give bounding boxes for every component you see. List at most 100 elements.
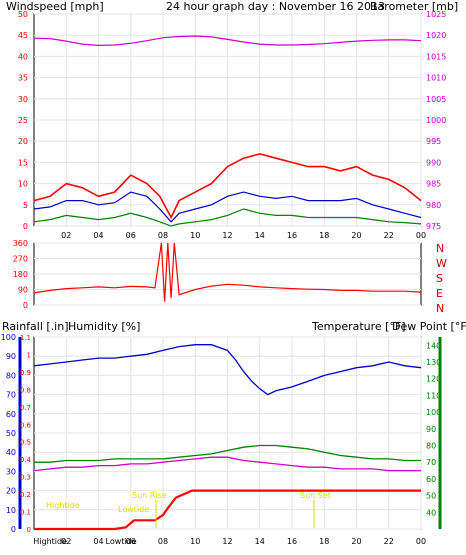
barometer-axis-label: Barometer [mb]: [370, 0, 458, 13]
barometer-tick-label: 990: [426, 158, 441, 167]
windspeed-tick-label: 25: [18, 116, 28, 125]
wind-hour-tick-label: 00: [416, 231, 426, 240]
wind-hour-tick-labels: 02 04 06 08 10 12 14 16 18 20 22 00: [61, 231, 426, 240]
climate-hour-tick-label: 16: [287, 537, 297, 546]
climate-hour-tick-label: Hightide: [33, 537, 67, 546]
humidity-tick-labels: 0 10 20 30 40 50 60 70 80 90 100: [1, 333, 16, 534]
climate-hour-tick-label: 10: [190, 537, 200, 546]
barometer-tick-label: 1000: [426, 116, 446, 125]
rain-tick-label: 1.1: [20, 334, 31, 342]
humidity-tick-label: 0: [11, 525, 16, 534]
rain-tick-label: 0.8: [20, 386, 31, 394]
barometer-tick-labels: 975 980 985 990 995 1000 1005 1010 1015 1020 1025: [426, 10, 446, 231]
climate-hour-tick-label: 12: [222, 537, 232, 546]
wind-hour-tick-label: 18: [319, 231, 329, 240]
humidity-tick-label: 90: [6, 352, 16, 361]
wind-hour-tick-label: 06: [126, 231, 136, 240]
windspeed-tick-label: 10: [18, 180, 28, 189]
humidity-tick-label: 100: [1, 333, 16, 342]
compass-label: S: [436, 272, 443, 285]
rain-tick-labels: 0 0.1 0.2 0.3 0.4 0.5 0.6 0.7 0.8 0.9 1 1.1: [20, 334, 32, 534]
rain-tick-label: 0: [27, 526, 31, 534]
windspeed-tick-label: 30: [18, 95, 28, 104]
barometer-tick-label: 1005: [426, 95, 446, 104]
wind-grid: [34, 13, 422, 227]
windspeed-tick-label: 20: [18, 137, 28, 146]
dewpoint-series-line: [33, 456, 421, 472]
temperature-tick-label: 100: [426, 408, 441, 417]
temperature-tick-label: 130: [426, 358, 441, 367]
climate-hour-tick-label: 02: [61, 537, 71, 546]
barometer-tick-label: 975: [426, 222, 441, 231]
temperature-tick-label: 60: [426, 475, 436, 484]
climate-hour-tick-label: Lowtide: [106, 537, 137, 546]
wind-hour-tick-label: 22: [384, 231, 394, 240]
rain-tick-label: 0.2: [20, 491, 31, 499]
direction-tick-label: 270: [13, 255, 28, 264]
rain-tick-label: 0.1: [20, 509, 31, 517]
humidity-series-line: [33, 344, 422, 396]
humidity-tick-label: 80: [6, 371, 16, 380]
windspeed-tick-label: 0: [23, 222, 28, 231]
windspeed-tick-label: 45: [18, 31, 28, 40]
temperature-tick-labels: 40 50 60 70 80 90 100 110 120 130 140: [426, 341, 441, 517]
wind-hour-tick-label: 04: [93, 231, 103, 240]
low-tide-annotation: Lowtide: [118, 505, 149, 514]
windspeed-tick-label: 15: [18, 158, 28, 167]
climate-grid: [34, 336, 422, 530]
barometer-tick-label: 985: [426, 180, 441, 189]
climate-hour-tick-label: 06: [126, 537, 136, 546]
rain-tick-label: 0.9: [20, 369, 31, 377]
climate-series: [33, 344, 422, 531]
humidity-tick-label: 70: [6, 391, 16, 400]
humidity-tick-label: 60: [6, 410, 16, 419]
rainfall-series-line: [34, 489, 421, 531]
wind-hour-tick-label: 08: [158, 231, 168, 240]
compass-label: W: [436, 257, 447, 270]
graph-title: 24 hour graph day : November 16 2013: [166, 0, 385, 13]
rainfall-axis-label: Rainfall [.in]: [2, 320, 69, 333]
windspeed-tick-label: 50: [18, 10, 28, 19]
rain-tick-label: 0.6: [20, 421, 32, 429]
climate-hour-tick-label: 22: [384, 537, 394, 546]
low-series-line: [33, 208, 422, 227]
compass-label: N: [436, 302, 444, 315]
wind-hour-tick-label: 16: [287, 231, 297, 240]
wind-hour-tick-label: 20: [351, 231, 361, 240]
temperature-series-line: [34, 444, 421, 463]
barometer-tick-label: 980: [426, 201, 441, 210]
rain-tick-label: 0.3: [20, 474, 31, 482]
climate-hour-tick-label: 18: [319, 537, 329, 546]
temperature-axis-label: Temperature [°F]: [311, 320, 406, 333]
rain-tick-label: 1: [27, 351, 31, 359]
direction-series-line: [33, 242, 422, 302]
humidity-tick-label: 40: [6, 448, 16, 457]
barometer-tick-label: 1015: [426, 52, 446, 61]
wind-hour-tick-label: 02: [61, 231, 71, 240]
windspeed-tick-label: 35: [18, 74, 28, 83]
humidity-tick-label: 10: [6, 506, 16, 515]
wind-series: [33, 35, 422, 227]
humidity-tick-label: 50: [6, 429, 16, 438]
barometer-tick-label: 1020: [426, 31, 446, 40]
temperature-tick-label: 120: [426, 375, 441, 384]
compass-label: E: [436, 287, 443, 300]
wind-hour-tick-label: 10: [190, 231, 200, 240]
barometer-tick-label: 1025: [426, 10, 446, 19]
direction-tick-label: 180: [13, 270, 28, 279]
temperature-tick-label: 110: [426, 391, 441, 400]
compass-label: N: [436, 242, 444, 255]
direction-series: [33, 242, 422, 302]
humidity-axis-label: Humidity [%]: [68, 320, 140, 333]
windspeed-axis-label: Windspeed [mph]: [6, 0, 104, 13]
direction-tick-label: 90: [18, 286, 28, 295]
direction-tick-label: 360: [13, 239, 28, 248]
temperature-tick-label: 90: [426, 425, 436, 434]
windspeed-tick-label: 5: [23, 201, 28, 210]
climate-hour-tick-label: 14: [255, 537, 265, 546]
